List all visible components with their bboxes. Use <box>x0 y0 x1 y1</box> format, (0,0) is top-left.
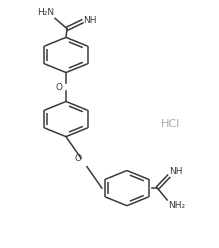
Text: O: O <box>56 83 63 92</box>
Text: NH: NH <box>83 16 97 25</box>
Text: H₂N: H₂N <box>37 8 54 17</box>
Text: O: O <box>75 154 82 163</box>
Text: NH₂: NH₂ <box>168 201 185 211</box>
Text: NH: NH <box>170 167 183 176</box>
Text: HCl: HCl <box>161 119 180 129</box>
